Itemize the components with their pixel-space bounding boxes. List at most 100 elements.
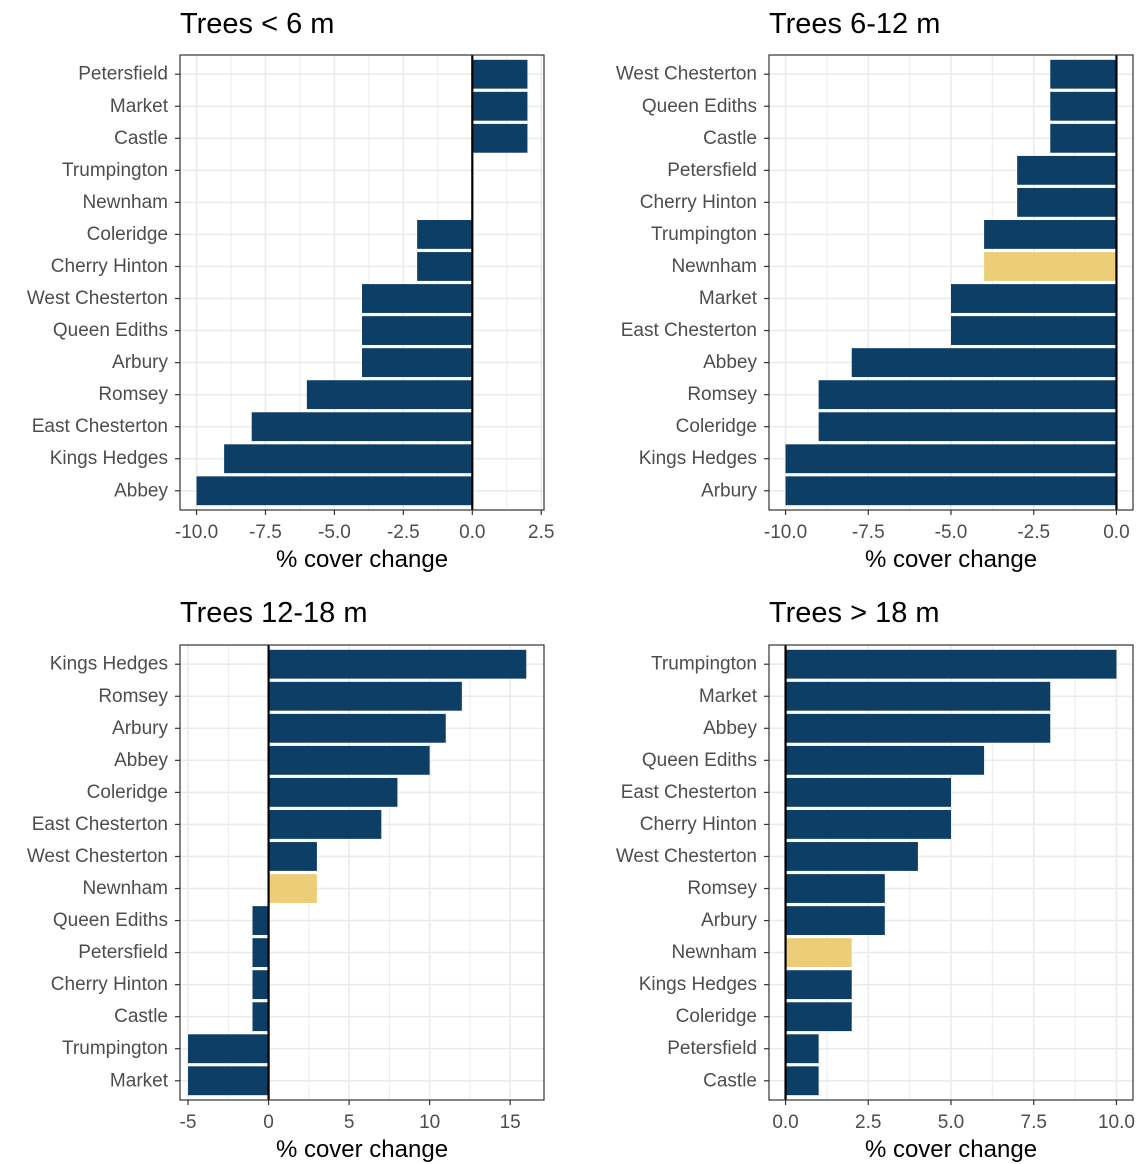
bar-coleridge: [268, 777, 398, 807]
y-tick-label-cherry-hinton: Cherry Hinton: [51, 256, 168, 277]
x-tick-label: 15: [500, 1112, 521, 1133]
panel-border: [179, 54, 545, 511]
y-tick-label-abbey: Abbey: [114, 750, 168, 771]
bar-market: [188, 1066, 269, 1096]
x-tick-label: -7.5: [852, 522, 885, 543]
y-tick-label-arbury: Arbury: [112, 718, 168, 739]
bar-east-chesterton: [251, 412, 473, 442]
y-tick-label-newnham: Newnham: [671, 256, 757, 277]
bar-west-chesterton: [268, 842, 317, 871]
y-tick-label-queen-ediths: Queen Ediths: [642, 96, 757, 117]
bar-romsey: [268, 681, 462, 711]
bar-petersfield: [785, 1034, 819, 1064]
y-tick-label-abbey: Abbey: [114, 480, 168, 501]
bar-abbey: [268, 745, 430, 775]
bar-west-chesterton: [1050, 59, 1117, 89]
bar-abbey: [785, 713, 1051, 743]
panel-background: [180, 55, 544, 510]
x-axis-title: % cover change: [865, 1136, 1037, 1163]
bar-east-chesterton: [951, 316, 1117, 345]
y-tick-label-arbury: Arbury: [701, 910, 757, 931]
bar-castle: [1050, 123, 1117, 153]
x-tick-label: 10.0: [1098, 1112, 1135, 1133]
bar-east-chesterton: [785, 777, 951, 807]
bar-west-chesterton: [362, 284, 473, 313]
x-tick-label: -5.0: [935, 522, 968, 543]
y-tick-label-kings-hedges: Kings Hedges: [639, 448, 757, 469]
y-tick-label-newnham: Newnham: [671, 942, 757, 963]
y-tick-label-cherry-hinton: Cherry Hinton: [640, 814, 757, 835]
bar-kings-hedges: [785, 444, 1117, 474]
y-tick-label-market: Market: [110, 1070, 169, 1091]
bar-newnham: [984, 252, 1117, 281]
y-tick-label-abbey: Abbey: [703, 718, 757, 739]
bar-queen-ediths: [1050, 91, 1117, 121]
y-tick-label-castle: Castle: [703, 1070, 757, 1091]
y-tick-label-west-chesterton: West Chesterton: [616, 846, 757, 867]
y-tick-label-castle: Castle: [114, 1006, 168, 1027]
bar-west-chesterton: [785, 842, 918, 871]
y-tick-label-petersfield: Petersfield: [667, 160, 757, 181]
bar-queen-ediths: [252, 906, 269, 935]
y-tick-label-castle: Castle: [114, 128, 168, 149]
bar-abbey: [851, 348, 1117, 378]
y-tick-label-queen-ediths: Queen Ediths: [642, 750, 757, 771]
x-tick-label: -5.0: [318, 522, 351, 543]
bar-market: [951, 284, 1117, 313]
x-tick-label: -10.0: [764, 522, 807, 543]
x-axis-title: % cover change: [865, 546, 1037, 573]
y-tick-label-petersfield: Petersfield: [78, 942, 168, 963]
bar-petersfield: [1017, 155, 1117, 185]
panel-title: Trees 12-18 m: [180, 597, 368, 629]
bar-trumpington: [785, 649, 1117, 679]
y-tick-label-kings-hedges: Kings Hedges: [50, 448, 168, 469]
bar-arbury: [785, 906, 885, 935]
x-axis-title: % cover change: [276, 1136, 448, 1163]
bar-market: [785, 681, 1051, 711]
y-tick-label-east-chesterton: East Chesterton: [621, 320, 757, 341]
bar-queen-ediths: [785, 745, 985, 775]
x-tick-label: -2.5: [1017, 522, 1050, 543]
bar-castle: [472, 123, 528, 153]
bar-arbury: [785, 476, 1117, 506]
x-tick-label: -5: [180, 1112, 197, 1133]
bar-market: [472, 91, 528, 121]
y-tick-label-market: Market: [110, 96, 169, 117]
y-tick-label-coleridge: Coleridge: [676, 416, 757, 437]
bar-kings-hedges: [224, 444, 473, 474]
y-tick-label-queen-ediths: Queen Ediths: [53, 320, 168, 341]
y-tick-label-castle: Castle: [703, 128, 757, 149]
bar-cherry-hinton: [785, 810, 951, 839]
y-tick-label-coleridge: Coleridge: [87, 224, 168, 245]
panel-3: Kings Hedges Romsey Arbury Abbey Coleridge Ea…: [27, 597, 545, 1163]
panel-1: Petersfield Market Castle Trumpington Newnha…: [27, 8, 555, 573]
bar-queen-ediths: [362, 316, 473, 345]
bar-castle: [785, 1066, 819, 1096]
bar-cherry-hinton: [417, 252, 473, 281]
y-tick-label-coleridge: Coleridge: [676, 1006, 757, 1027]
panel-title: Trees 6-12 m: [769, 8, 940, 40]
bar-trumpington: [188, 1034, 269, 1064]
x-tick-label: 5: [344, 1112, 355, 1133]
y-tick-label-trumpington: Trumpington: [651, 654, 757, 675]
bar-castle: [252, 1002, 269, 1032]
y-tick-label-arbury: Arbury: [112, 352, 168, 373]
y-tick-label-east-chesterton: East Chesterton: [621, 782, 757, 803]
bar-romsey: [818, 380, 1117, 410]
y-tick-label-west-chesterton: West Chesterton: [616, 64, 757, 85]
y-tick-label-west-chesterton: West Chesterton: [27, 846, 168, 867]
x-tick-label: -7.5: [249, 522, 282, 543]
bar-newnham: [785, 938, 852, 968]
y-tick-label-abbey: Abbey: [703, 352, 757, 373]
panel-border: [179, 644, 545, 1101]
y-tick-label-romsey: Romsey: [98, 686, 168, 707]
bar-petersfield: [252, 938, 269, 968]
y-tick-label-east-chesterton: East Chesterton: [32, 814, 168, 835]
y-tick-label-kings-hedges: Kings Hedges: [639, 974, 757, 995]
x-tick-label: 10: [419, 1112, 440, 1133]
x-tick-label: 7.5: [1021, 1112, 1047, 1133]
x-axis-title: % cover change: [276, 546, 448, 573]
bar-romsey: [785, 874, 885, 903]
x-tick-label: -2.5: [387, 522, 420, 543]
